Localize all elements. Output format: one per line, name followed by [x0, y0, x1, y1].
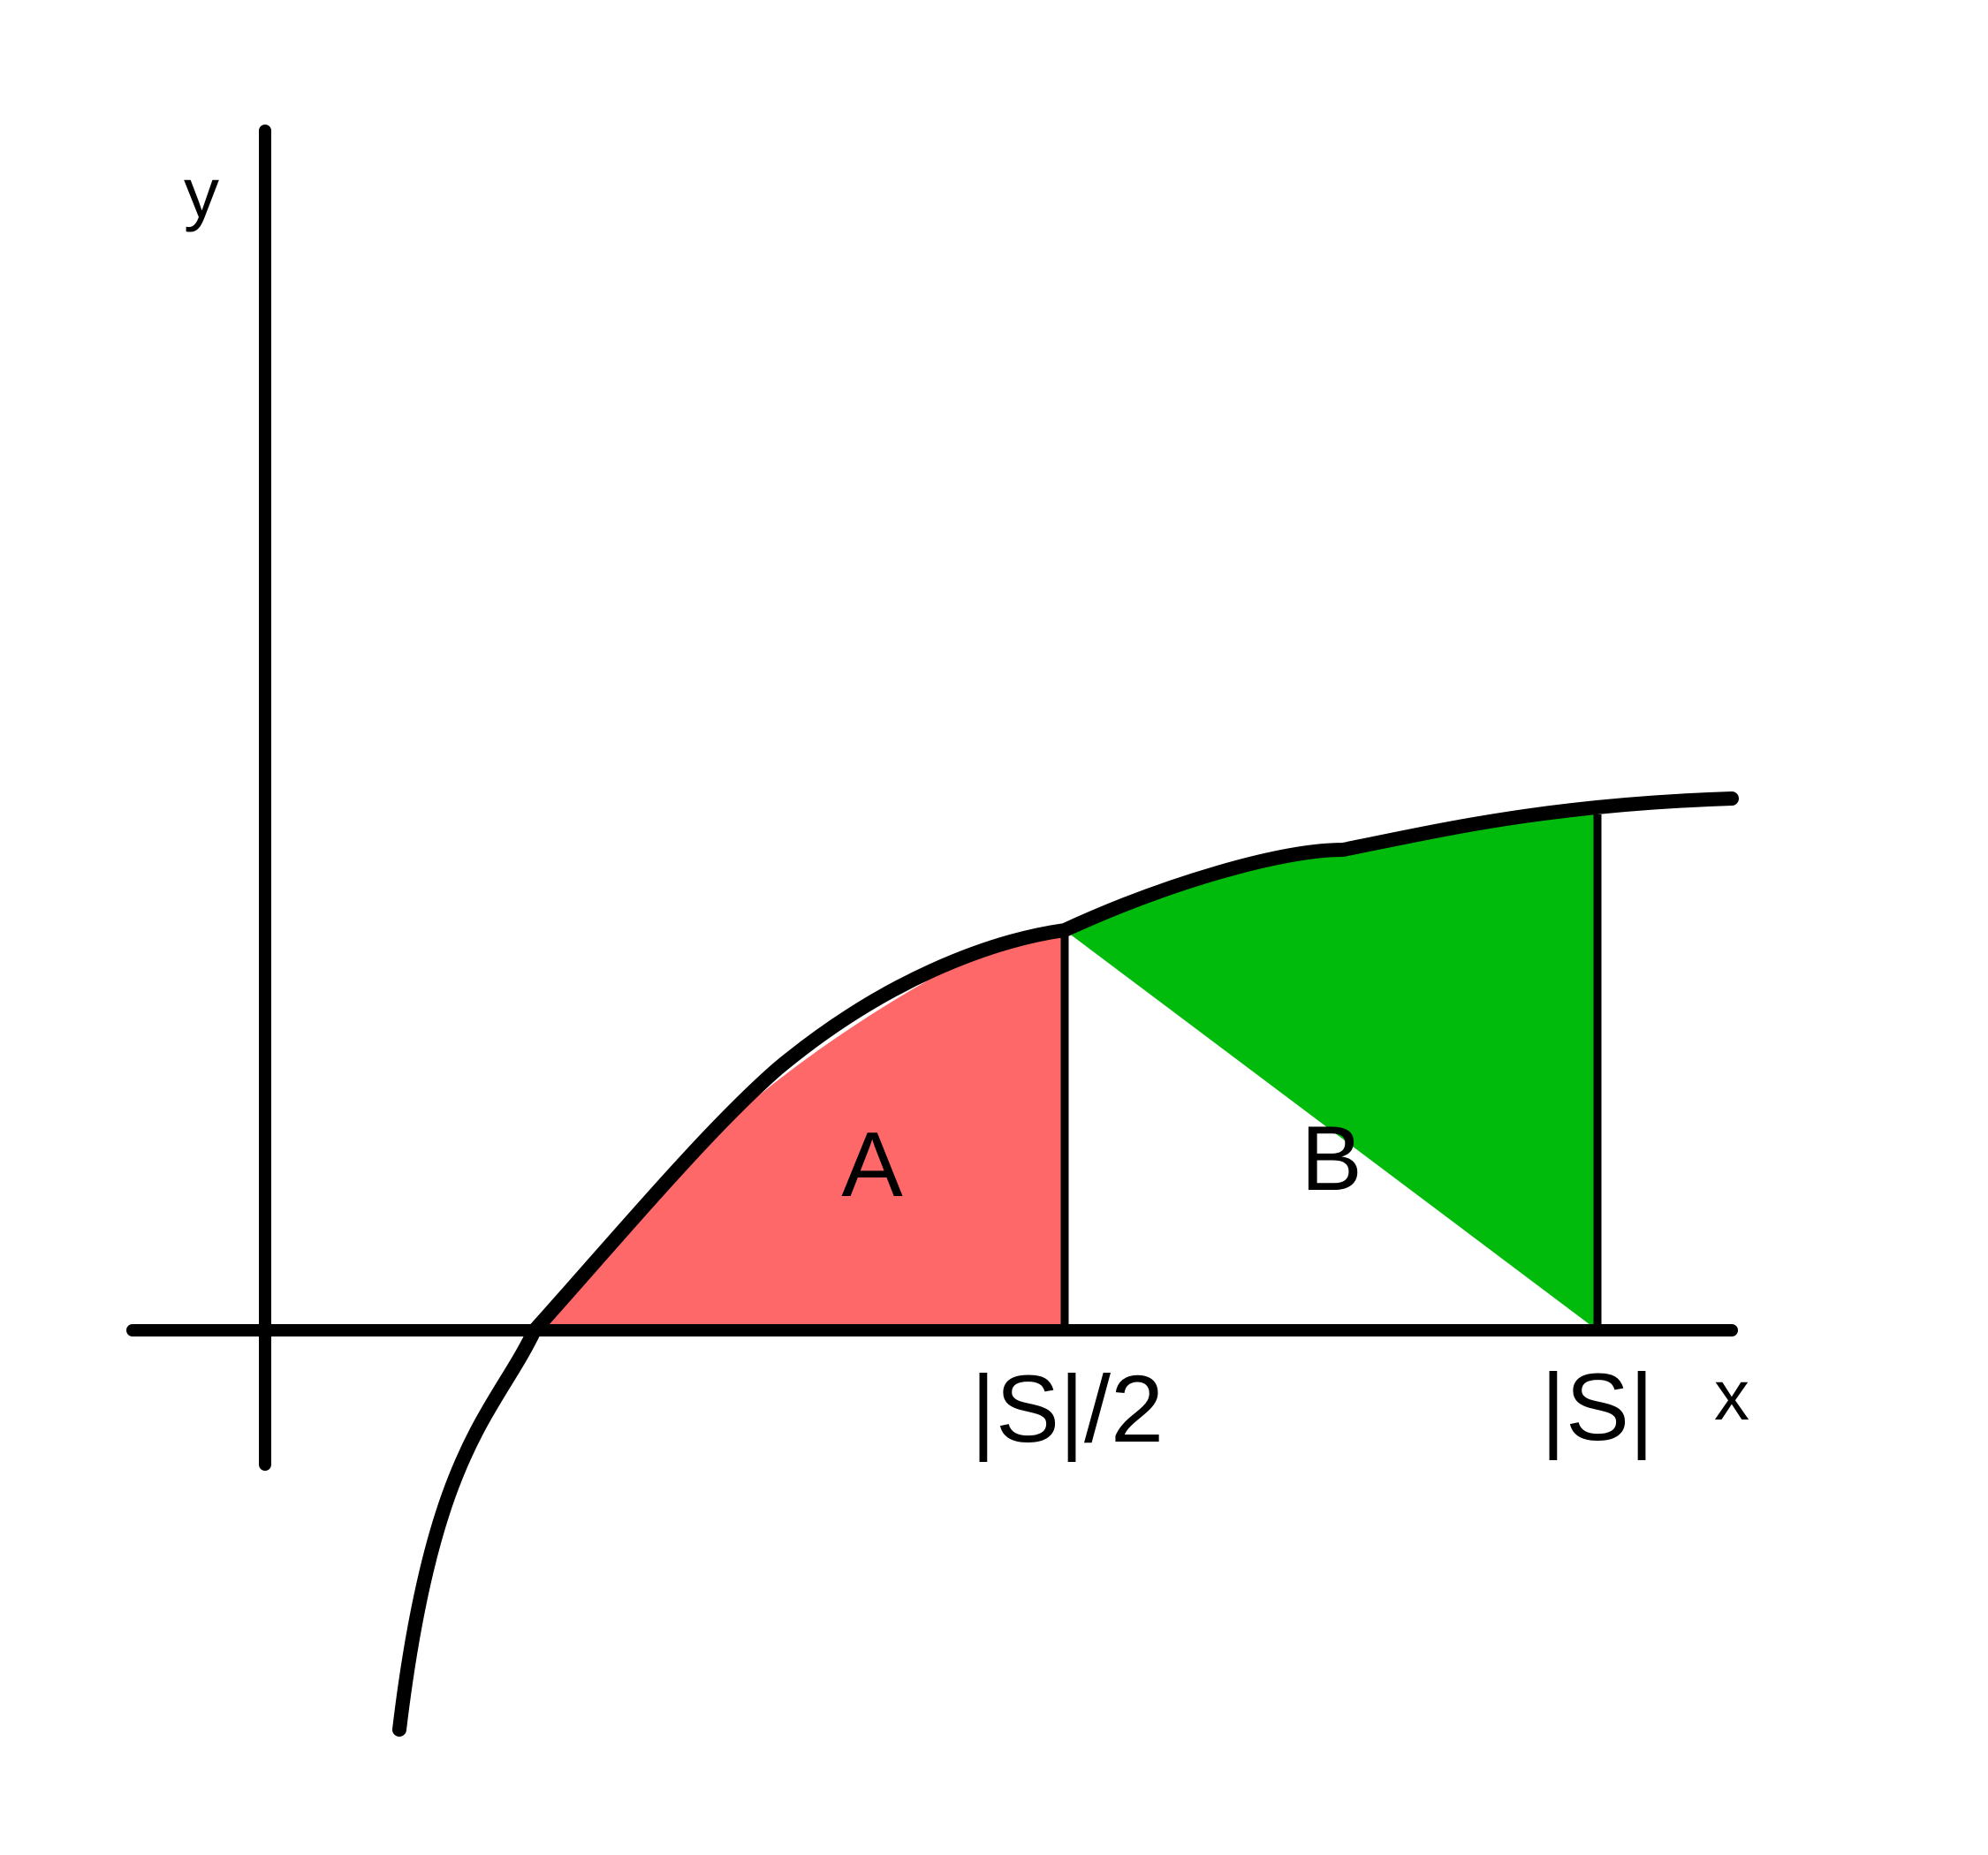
- log-curve: [392, 791, 1739, 1737]
- region-a-fill: [535, 930, 1065, 1330]
- y-axis-label: y: [184, 154, 219, 232]
- full-tick-label: |S|: [1541, 1353, 1654, 1460]
- region-b-fill: [1065, 814, 1597, 1330]
- region-a-label: A: [841, 1114, 903, 1216]
- half-tick-label: |S|/2: [971, 1355, 1164, 1462]
- region-b-label: B: [1301, 1108, 1362, 1210]
- x-axis-label: x: [1714, 1356, 1749, 1435]
